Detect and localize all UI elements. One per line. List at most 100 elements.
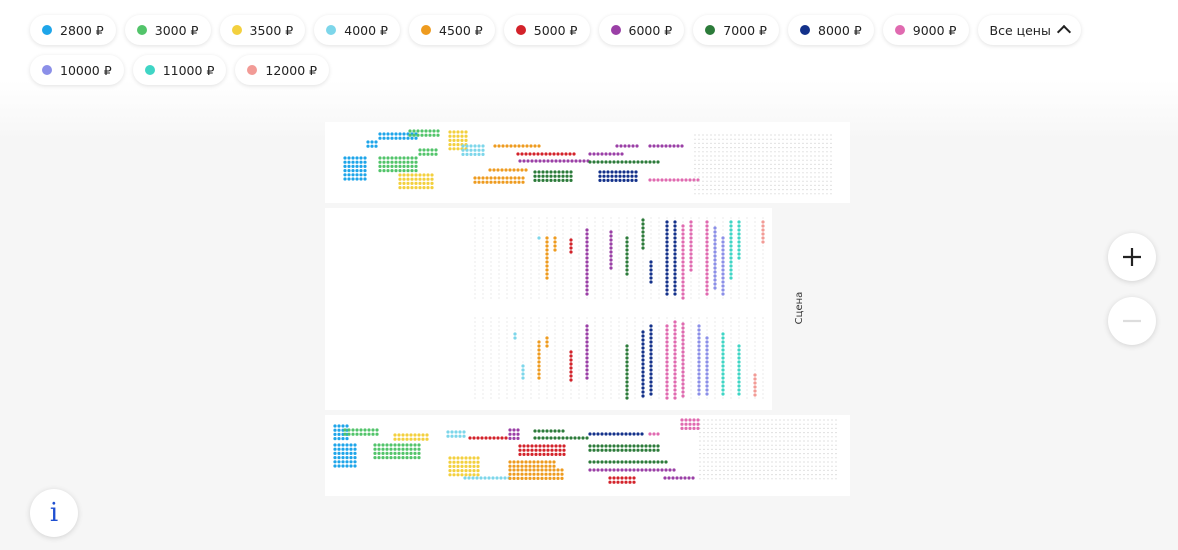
seat bbox=[548, 476, 552, 480]
seat bbox=[738, 289, 740, 291]
seat bbox=[652, 448, 656, 452]
seat bbox=[823, 465, 825, 467]
seat bbox=[759, 436, 761, 438]
price-filter-chip[interactable]: 8000 ₽ bbox=[788, 15, 874, 45]
seat bbox=[620, 160, 624, 164]
seat bbox=[540, 476, 544, 480]
seat bbox=[690, 277, 692, 279]
seat bbox=[730, 163, 732, 165]
seat bbox=[762, 180, 764, 182]
seat bbox=[426, 152, 430, 156]
seat bbox=[703, 478, 705, 480]
price-filter-chip[interactable]: 3000 ₽ bbox=[124, 15, 211, 45]
seat bbox=[766, 172, 768, 174]
seat bbox=[690, 373, 692, 375]
seat bbox=[658, 369, 660, 371]
seat bbox=[522, 293, 524, 295]
seat bbox=[703, 444, 705, 446]
seat bbox=[508, 472, 512, 476]
seat bbox=[602, 281, 604, 283]
seat bbox=[585, 236, 589, 240]
seat bbox=[703, 457, 705, 459]
seat bbox=[570, 225, 572, 227]
seat bbox=[719, 461, 721, 463]
seat bbox=[705, 220, 709, 224]
seat bbox=[570, 321, 572, 323]
seat bbox=[546, 159, 550, 163]
seat bbox=[762, 325, 764, 327]
seat bbox=[713, 286, 717, 290]
seat bbox=[791, 465, 793, 467]
zoom-out-button[interactable] bbox=[1108, 297, 1156, 345]
seat bbox=[490, 373, 492, 375]
seat bbox=[474, 265, 476, 267]
price-filter-chip[interactable]: 2800 ₽ bbox=[30, 15, 116, 45]
seat bbox=[610, 357, 612, 359]
seat bbox=[508, 432, 512, 436]
seat bbox=[512, 168, 516, 172]
seat bbox=[723, 465, 725, 467]
seat bbox=[570, 385, 572, 387]
seat bbox=[762, 381, 764, 383]
seat bbox=[562, 277, 564, 279]
seat bbox=[548, 472, 552, 476]
plus-icon bbox=[1123, 248, 1141, 266]
seat bbox=[506, 345, 508, 347]
seat bbox=[714, 385, 716, 387]
zoom-in-button[interactable] bbox=[1108, 233, 1156, 281]
seat bbox=[409, 451, 413, 455]
seat bbox=[393, 456, 397, 460]
price-filter-chip[interactable]: 4000 ₽ bbox=[314, 15, 400, 45]
seat bbox=[562, 285, 564, 287]
seat bbox=[625, 380, 629, 384]
seat bbox=[514, 281, 516, 283]
seat bbox=[625, 248, 629, 252]
seat bbox=[501, 176, 505, 180]
price-filter-chip[interactable]: 12000 ₽ bbox=[235, 55, 330, 85]
price-filter-chip[interactable]: 4500 ₽ bbox=[409, 15, 495, 45]
seat bbox=[723, 419, 725, 421]
seat bbox=[452, 469, 456, 473]
seat bbox=[721, 264, 725, 268]
price-filter-chip[interactable]: 6000 ₽ bbox=[598, 15, 685, 45]
price-filter-chip[interactable]: 7000 ₽ bbox=[693, 15, 779, 45]
seat bbox=[553, 244, 557, 248]
seat bbox=[658, 317, 660, 319]
price-filter-chip[interactable]: 11000 ₽ bbox=[132, 55, 227, 85]
seat bbox=[618, 325, 620, 327]
seat bbox=[517, 144, 521, 148]
seat bbox=[608, 432, 612, 436]
seat bbox=[625, 260, 629, 264]
seat bbox=[831, 436, 833, 438]
seat bbox=[711, 432, 713, 434]
seat bbox=[754, 333, 756, 335]
info-button[interactable]: i bbox=[30, 489, 78, 537]
seat bbox=[634, 229, 636, 231]
seat bbox=[658, 257, 660, 259]
seat bbox=[585, 376, 589, 380]
price-filter-chip[interactable]: 9000 ₽ bbox=[882, 15, 969, 45]
seat bbox=[506, 289, 508, 291]
seat bbox=[509, 180, 513, 184]
seat bbox=[578, 393, 580, 395]
price-label: 4500 ₽ bbox=[439, 22, 483, 38]
seat bbox=[818, 159, 820, 161]
seat bbox=[410, 181, 414, 185]
seat bbox=[699, 461, 701, 463]
seat bbox=[618, 253, 620, 255]
price-filter-chip[interactable]: 3500 ₽ bbox=[219, 15, 306, 45]
seat bbox=[778, 142, 780, 144]
seat bbox=[719, 465, 721, 467]
seat bbox=[726, 172, 728, 174]
price-filter-chip[interactable]: 5000 ₽ bbox=[503, 15, 590, 45]
seat bbox=[506, 369, 508, 371]
seat bbox=[762, 349, 764, 351]
seat bbox=[730, 317, 732, 319]
seat bbox=[774, 138, 776, 140]
all-prices-toggle[interactable]: Все цены bbox=[977, 15, 1081, 45]
seat bbox=[730, 293, 732, 295]
seat bbox=[490, 365, 492, 367]
price-filter-chip[interactable]: 10000 ₽ bbox=[30, 55, 124, 85]
seat bbox=[730, 147, 732, 149]
seat bbox=[363, 164, 367, 168]
